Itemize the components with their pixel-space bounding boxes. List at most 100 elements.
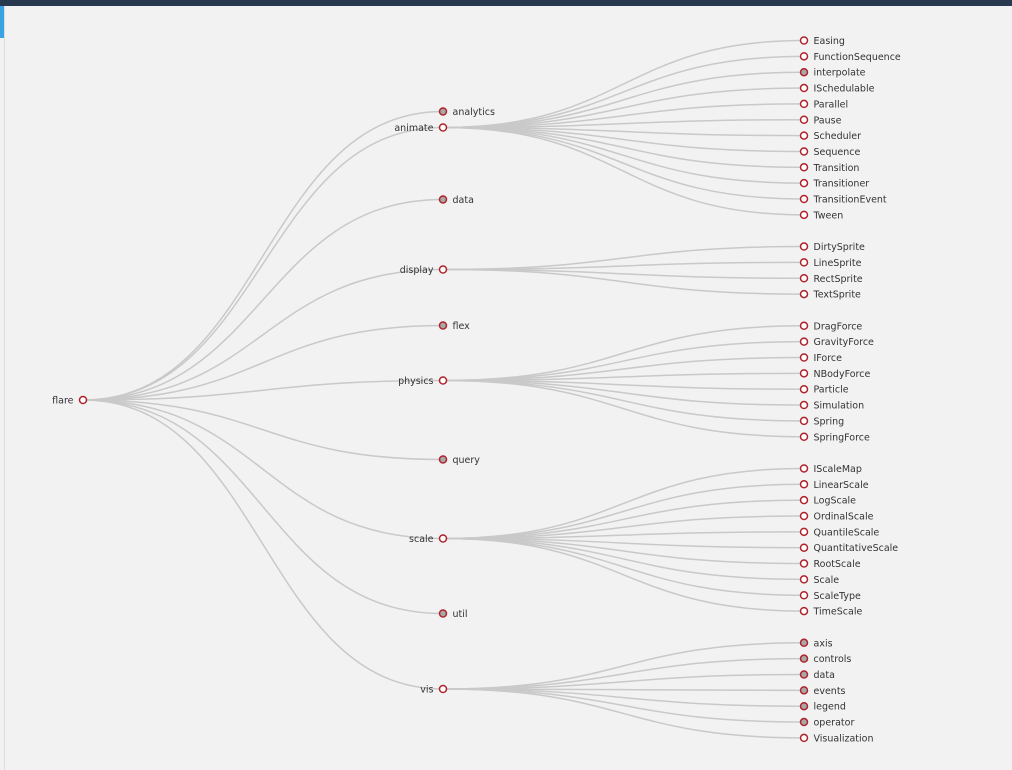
node-circle[interactable]	[799, 178, 809, 188]
node-circle[interactable]	[438, 609, 448, 618]
node-circle[interactable]	[799, 511, 809, 521]
tree-node-controls[interactable]: controls	[799, 654, 852, 665]
tree-node-pause[interactable]: Pause	[799, 115, 842, 126]
node-circle[interactable]	[799, 575, 809, 584]
node-circle[interactable]	[799, 686, 809, 695]
node-circle[interactable]	[799, 258, 809, 267]
tree-node-display[interactable]: display	[400, 265, 448, 276]
tree-node-quantitativescale[interactable]: QuantitativeScale	[799, 543, 899, 554]
tree-node-dragforce[interactable]: DragForce	[799, 321, 863, 332]
node-circle[interactable]	[799, 480, 809, 489]
tree-node-ordinalscale[interactable]: OrdinalScale	[799, 511, 874, 523]
node-circle[interactable]	[799, 606, 809, 616]
tree-node-quantilescale[interactable]: QuantileScale	[799, 527, 880, 538]
node-circle[interactable]	[799, 464, 809, 473]
tree-node-sequence[interactable]: Sequence	[799, 147, 861, 158]
tree-node-functionsequence[interactable]: FunctionSequence	[799, 52, 901, 63]
tree-node-axis[interactable]: axis	[799, 638, 833, 649]
tree-node-query[interactable]: query	[438, 455, 481, 466]
tree-node-operator[interactable]: operator	[799, 717, 855, 729]
tree-node-events[interactable]: events	[799, 686, 846, 697]
node-circle[interactable]	[799, 337, 809, 346]
node-circle[interactable]	[799, 274, 809, 283]
tree-node-legend[interactable]: legend	[799, 701, 846, 713]
tree-node-scale[interactable]: Scale	[799, 575, 840, 586]
tree-node-scaletype[interactable]: ScaleType	[799, 591, 862, 602]
node-circle[interactable]	[438, 123, 448, 132]
tree-node-scale[interactable]: scale	[409, 534, 448, 545]
tree-node-interpolate[interactable]: interpolate	[799, 67, 866, 79]
node-circle[interactable]	[799, 194, 809, 204]
node-circle[interactable]	[438, 455, 448, 464]
tree-node-iforce[interactable]: IForce	[799, 353, 843, 364]
node-circle[interactable]	[438, 321, 448, 330]
tree-node-springforce[interactable]: SpringForce	[799, 432, 871, 443]
node-circle[interactable]	[799, 543, 809, 552]
tree-node-flex[interactable]: flex	[438, 321, 471, 332]
node-circle[interactable]	[438, 195, 448, 204]
tree-node-linesprite[interactable]: LineSprite	[799, 258, 862, 269]
tree-node-nbodyforce[interactable]: NBodyForce	[799, 369, 871, 380]
tree-node-flare[interactable]: flare	[52, 395, 88, 407]
tree-node-transition[interactable]: Transition	[799, 163, 860, 174]
tree-node-gravityforce[interactable]: GravityForce	[799, 337, 875, 348]
tree-node-timescale[interactable]: TimeScale	[799, 606, 863, 618]
node-circle[interactable]	[799, 591, 809, 600]
node-circle[interactable]	[438, 107, 448, 116]
tree-node-dirtysprite[interactable]: DirtySprite	[799, 242, 866, 253]
node-circle[interactable]	[799, 242, 809, 251]
tree-node-textsprite[interactable]: TextSprite	[799, 289, 862, 301]
node-circle[interactable]	[799, 701, 809, 711]
node-circle[interactable]	[799, 559, 809, 568]
node-circle[interactable]	[799, 432, 809, 441]
node-circle[interactable]	[78, 395, 88, 405]
node-circle[interactable]	[799, 717, 809, 727]
node-circle[interactable]	[799, 83, 809, 93]
node-circle[interactable]	[799, 131, 809, 140]
node-circle[interactable]	[799, 99, 809, 109]
tree-node-rootscale[interactable]: RootScale	[799, 559, 861, 570]
node-circle[interactable]	[799, 52, 809, 61]
node-circle[interactable]	[799, 353, 809, 362]
node-circle[interactable]	[438, 265, 448, 274]
tree-node-logscale[interactable]: LogScale	[799, 495, 857, 507]
node-circle[interactable]	[799, 400, 809, 410]
node-circle[interactable]	[799, 210, 809, 220]
tree-node-rectsprite[interactable]: RectSprite	[799, 274, 863, 285]
node-circle[interactable]	[799, 67, 809, 77]
node-circle[interactable]	[799, 384, 809, 394]
node-circle[interactable]	[799, 321, 809, 331]
node-circle[interactable]	[799, 36, 809, 45]
tree-node-data[interactable]: data	[438, 195, 474, 206]
node-circle[interactable]	[799, 527, 809, 537]
node-circle[interactable]	[799, 638, 809, 648]
tree-node-visualization[interactable]: Visualization	[799, 733, 874, 744]
node-circle[interactable]	[799, 163, 809, 172]
node-circle[interactable]	[799, 369, 809, 378]
tree-node-simulation[interactable]: Simulation	[799, 400, 865, 412]
tree-node-particle[interactable]: Particle	[799, 384, 849, 396]
node-circle[interactable]	[799, 670, 809, 679]
tree-node-util[interactable]: util	[438, 609, 468, 620]
tree-node-vis[interactable]: vis	[420, 684, 448, 696]
node-circle[interactable]	[799, 147, 809, 156]
tree-node-tween[interactable]: Tween	[799, 210, 844, 221]
tree-node-linearscale[interactable]: LinearScale	[799, 480, 869, 491]
node-circle[interactable]	[799, 289, 809, 299]
node-circle[interactable]	[799, 115, 809, 124]
node-circle[interactable]	[799, 733, 809, 743]
tree-node-spring[interactable]: Spring	[799, 416, 845, 427]
node-circle[interactable]	[799, 416, 809, 426]
node-circle[interactable]	[438, 684, 448, 694]
node-circle[interactable]	[799, 654, 809, 663]
tree-node-scheduler[interactable]: Scheduler	[799, 131, 862, 142]
tree-node-animate[interactable]: animate	[394, 123, 448, 134]
node-circle[interactable]	[799, 495, 809, 505]
tree-node-iscalemap[interactable]: IScaleMap	[799, 464, 862, 475]
tree-node-transitioner[interactable]: Transitioner	[799, 178, 870, 190]
tree-node-easing[interactable]: Easing	[799, 36, 845, 47]
tree-node-physics[interactable]: physics	[398, 376, 448, 387]
tree-node-parallel[interactable]: Parallel	[799, 99, 849, 110]
tree-node-ischedulable[interactable]: ISchedulable	[799, 83, 875, 95]
node-circle[interactable]	[438, 534, 448, 543]
